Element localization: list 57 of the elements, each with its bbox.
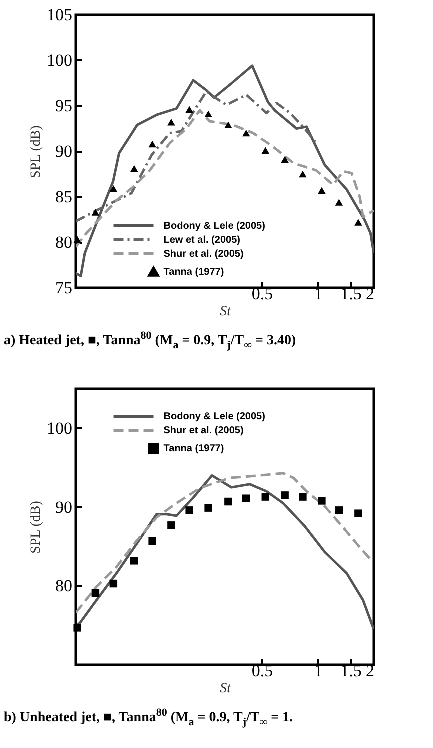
point [92,209,100,216]
chart-title: a) Heated jet, ■, Tanna$^{80}$ (M$_{a}$ = 0.9, T$_{j}$/T$_{∞}$ = 3.40) [4,330,296,352]
point [74,236,82,244]
point [110,185,118,192]
y-tick-label: 85 [56,188,72,206]
y-tick-label: 90 [56,498,72,517]
point [204,110,212,118]
x-axis-title: St [220,682,232,696]
legend-label: Bodony & Lele (2005) [164,412,266,423]
point [130,165,138,172]
point [335,199,344,206]
y-axis-title: SPL (dB) [29,500,44,554]
y-tick-label: 80 [56,233,72,252]
point [262,493,270,501]
point [204,504,212,512]
point [318,497,326,505]
point [281,492,289,500]
legend-label: Bodony & Lele (2005) [164,221,266,232]
y-tick-label: 100 [47,418,72,438]
x-tick-label: 1 [314,662,323,680]
point [186,506,194,514]
point [224,498,232,506]
point [224,122,232,128]
y-tick-label: 100 [47,51,72,70]
point [186,106,194,113]
legend-label: Shur et al. (2005) [164,249,244,260]
point [148,537,156,546]
point [354,510,362,518]
chart-title: b) Unheated jet, ■, Tanna$^{80}$ (M$_{a}$ = 0.9, T$_{j}$/T$_{∞}$ = 1. [4,707,294,728]
point [281,156,289,164]
legend-label: Tanna (1977) [164,267,224,278]
point [92,589,100,598]
y-tick-label: 75 [56,278,72,298]
point [74,624,82,632]
point [299,170,307,178]
x-tick-label: 1 [314,284,323,304]
y-tick-label: 105 [47,6,72,24]
y-tick-label: 90 [56,142,72,161]
point [168,119,176,126]
point [148,140,156,148]
point [168,522,176,530]
point [354,219,362,226]
point [110,580,118,588]
legend-label: Tanna (1977) [164,444,224,455]
x-axis-title: St [220,304,232,320]
y-axis-title: SPL (dB) [29,125,44,178]
legend-label: Shur et al. (2005) [164,426,244,437]
point [299,493,307,501]
point [130,557,138,565]
point [318,187,326,194]
point [242,130,250,137]
y-tick-label: 80 [56,576,72,596]
point [262,147,270,154]
point [242,494,250,502]
point [335,506,344,514]
y-tick-label: 95 [56,96,72,116]
legend-label: Lew et al. (2005) [164,235,240,246]
